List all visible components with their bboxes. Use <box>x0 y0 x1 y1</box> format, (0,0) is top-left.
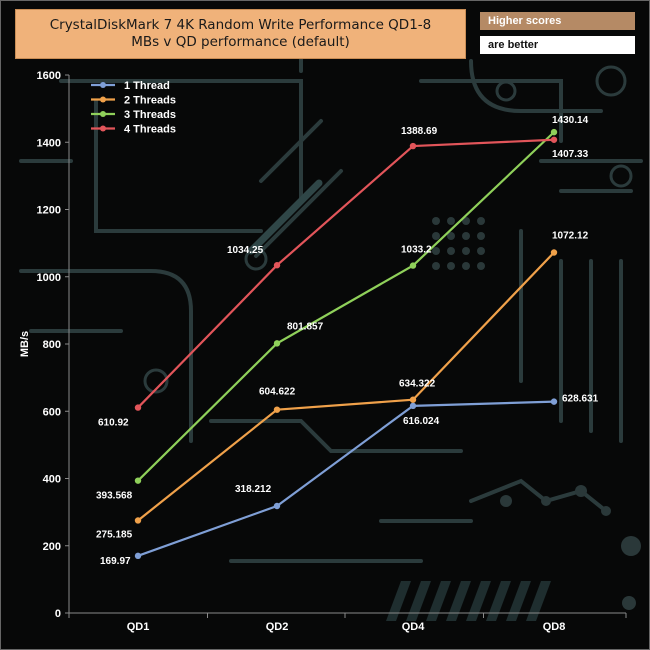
data-point <box>273 340 281 347</box>
data-label: 1430.14 <box>552 115 589 126</box>
hint-are-better: are better <box>480 36 635 54</box>
data-point <box>134 477 142 484</box>
data-label: 1072.12 <box>552 230 589 241</box>
chart-title-box: CrystalDiskMark 7 4K Random Write Perfor… <box>15 9 466 59</box>
y-tick-label: 400 <box>43 474 61 486</box>
series-line <box>137 138 555 409</box>
data-point <box>409 142 417 150</box>
y-tick-label: 1600 <box>37 70 61 82</box>
data-label: 393.568 <box>96 491 133 502</box>
data-point <box>550 128 558 136</box>
data-label: 1388.69 <box>401 126 438 137</box>
data-label: 318.212 <box>235 484 272 495</box>
y-tick-label: 800 <box>43 339 61 351</box>
data-point <box>134 517 142 524</box>
data-point <box>409 402 417 410</box>
legend-label: 1 Thread <box>124 80 170 92</box>
data-label: 604.622 <box>259 387 296 398</box>
y-axis-label: MB/s <box>19 331 31 357</box>
legend-swatch-marker <box>100 82 106 88</box>
x-tick-label: QD8 <box>543 621 566 633</box>
y-tick-label: 600 <box>43 406 61 418</box>
y-tick-label: 1000 <box>37 272 61 284</box>
y-tick-label: 1200 <box>37 205 61 217</box>
data-label: 1034.25 <box>227 245 264 256</box>
legend-swatch-marker <box>100 125 106 132</box>
data-label: 628.631 <box>562 394 599 405</box>
data-label: 801.857 <box>287 321 324 332</box>
legend-swatch-marker <box>100 96 106 103</box>
y-tick-label: 0 <box>55 608 61 620</box>
data-label: 275.185 <box>96 529 133 540</box>
x-tick-label: QD4 <box>402 621 426 633</box>
data-label: 616.024 <box>403 416 440 427</box>
series-line <box>137 251 555 522</box>
data-point <box>134 404 142 411</box>
data-label: 169.97 <box>100 556 131 567</box>
legend-label: 2 Threads <box>124 95 176 107</box>
series-line <box>137 131 555 482</box>
legend-label: 3 Threads <box>124 109 176 121</box>
y-tick-label: 200 <box>43 541 61 553</box>
x-tick-label: QD1 <box>127 621 150 633</box>
legend-label: 4 Threads <box>124 124 176 136</box>
data-point <box>134 552 142 560</box>
data-point <box>273 406 281 413</box>
data-point <box>550 249 558 256</box>
y-tick-label: 1400 <box>37 137 61 149</box>
data-point <box>550 398 558 405</box>
data-point <box>273 262 281 269</box>
data-label: 1033.2 <box>401 245 432 256</box>
hint-higher-scores: Higher scores <box>480 12 635 30</box>
data-label: 610.92 <box>98 418 129 429</box>
data-label: 1407.33 <box>552 149 589 160</box>
x-tick-label: QD2 <box>266 621 289 633</box>
series-line <box>137 400 555 557</box>
legend-swatch-marker <box>100 111 106 117</box>
data-point <box>409 262 417 269</box>
data-point <box>550 136 558 143</box>
data-point <box>273 502 281 510</box>
data-point <box>409 396 417 403</box>
chart-subtitle: MBs v QD performance (default) <box>131 34 350 50</box>
chart-title: CrystalDiskMark 7 4K Random Write Perfor… <box>49 17 432 33</box>
data-label: 634.322 <box>399 379 436 390</box>
